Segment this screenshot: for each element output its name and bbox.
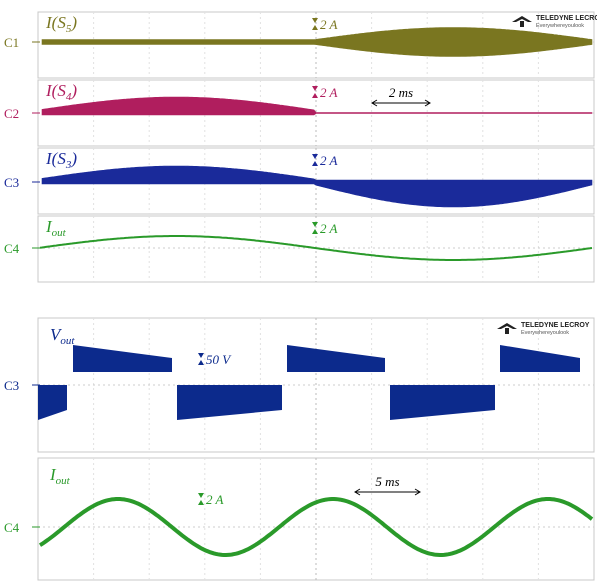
waveform-vout <box>38 385 67 420</box>
scale-marker <box>312 86 318 98</box>
waveform-vout <box>177 385 282 420</box>
waveform-vout <box>287 345 385 372</box>
waveform-vout <box>390 385 495 420</box>
logo-icon <box>512 16 532 27</box>
label-tail: ) <box>70 149 77 168</box>
label-tail: ) <box>70 13 77 32</box>
waveform-c1 <box>41 27 593 57</box>
waveform-vout <box>73 345 172 372</box>
channel-label: Vout <box>50 325 75 347</box>
scale-marker <box>312 18 318 30</box>
channel-label: I(S5) <box>45 13 77 35</box>
label-main: I <box>49 465 57 484</box>
waveform-vout <box>500 345 580 372</box>
label-main: I(S <box>45 13 66 32</box>
label-main: V <box>50 325 63 344</box>
scale-label: 2 A <box>206 492 224 507</box>
time-cursor <box>354 488 421 496</box>
label-sub: out <box>60 335 75 347</box>
scale-label: 2 A <box>320 221 338 236</box>
channel-label: I(S3) <box>45 149 77 171</box>
scale-label: 2 A <box>320 153 338 168</box>
logo-icon <box>497 323 517 334</box>
scale-marker <box>198 493 204 505</box>
label-main: I(S <box>45 81 66 100</box>
waveform-c4 <box>39 235 593 261</box>
label-tail: ) <box>70 81 77 100</box>
scale-marker <box>312 154 318 166</box>
logo-brand: TELEDYNE LECROY <box>536 15 597 22</box>
label-sub: 4 <box>66 91 72 103</box>
label-sub: 3 <box>65 159 72 171</box>
channel-id: C4 <box>4 241 20 256</box>
channel-label: Iout <box>45 217 67 239</box>
scale-label: 2 A <box>320 85 338 100</box>
channel-id: C3 <box>4 175 19 190</box>
scale-label: 2 A <box>320 17 338 32</box>
label-main: I(S <box>45 149 66 168</box>
time-scale: 2 ms <box>389 85 413 100</box>
scale-marker <box>312 222 318 234</box>
channel-id: C3 <box>4 378 19 393</box>
channel-label: I(S4) <box>45 81 77 103</box>
channel-id: C1 <box>4 35 19 50</box>
channel-id: C2 <box>4 106 19 121</box>
logo-tagline: Everywhereyoulook <box>536 23 584 29</box>
time-cursor <box>371 99 431 107</box>
logo-brand: TELEDYNE LECROY <box>521 322 590 329</box>
label-main: I <box>45 217 53 236</box>
waveform-c2 <box>41 96 593 116</box>
label-sub: 5 <box>66 23 72 35</box>
time-scale: 5 ms <box>375 474 399 489</box>
waveform-c3 <box>41 165 593 208</box>
scale-label: 50 V <box>206 352 232 367</box>
channel-id: C4 <box>4 520 20 535</box>
scale-marker <box>198 353 204 365</box>
label-sub: out <box>52 227 67 239</box>
label-sub: out <box>56 475 71 487</box>
waveform-iout <box>38 497 594 557</box>
channel-label: Iout <box>49 465 71 487</box>
logo-tagline: Everywhereyoulook <box>521 330 569 336</box>
